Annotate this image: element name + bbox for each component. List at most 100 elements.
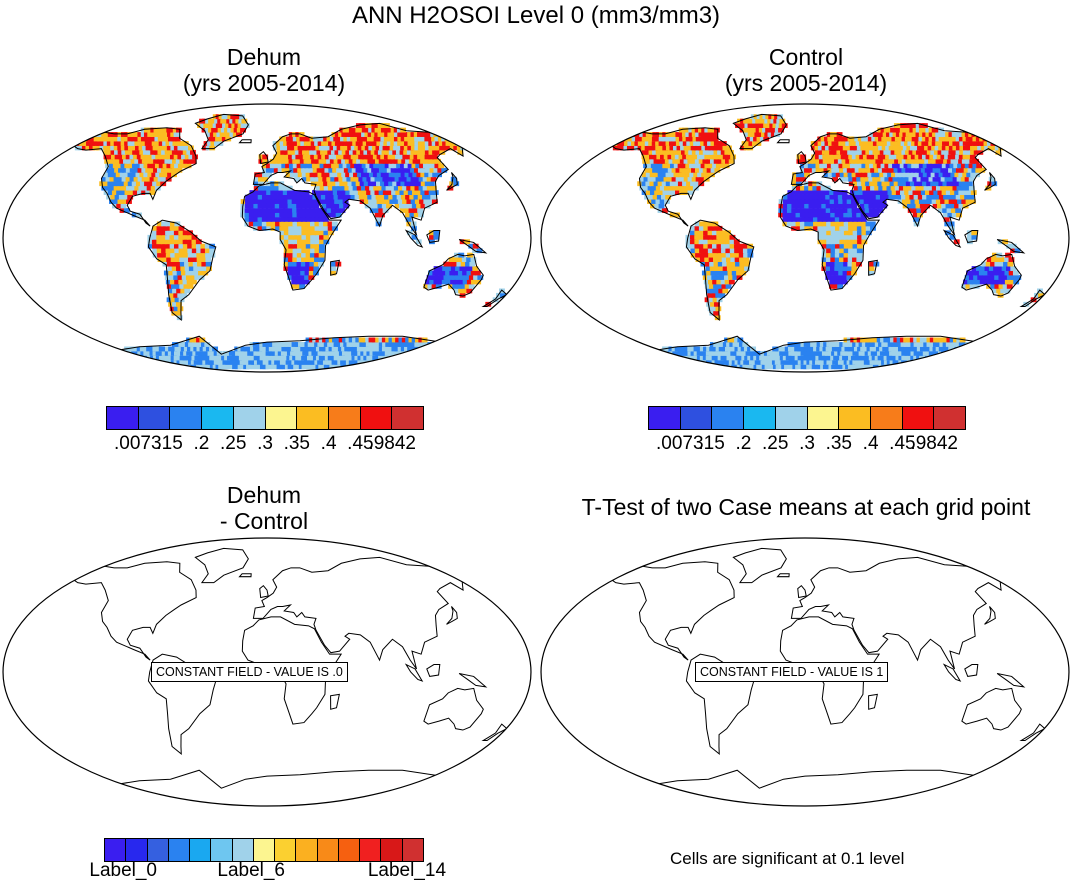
colorbar-control-swatch xyxy=(649,407,681,429)
colorbar-dehum-swatch xyxy=(297,407,329,429)
colorbar-control-swatch xyxy=(775,407,808,429)
colorbar-dehum-tick-label: .35 xyxy=(283,433,311,454)
coastline-sumatra xyxy=(404,229,424,248)
coastline-borneo xyxy=(964,664,979,677)
soil-moisture-cells xyxy=(610,114,1044,370)
colorbar-diff-swatch xyxy=(360,839,382,861)
coastline-iceland xyxy=(238,139,252,144)
colorbar-dehum-swatch xyxy=(233,407,266,429)
coastline-sumatra xyxy=(942,663,962,682)
panel-ttest-title: T-Test of two Case means at each grid po… xyxy=(581,494,1031,520)
coastline-australia xyxy=(961,687,1022,731)
map-border xyxy=(540,537,1070,807)
map-border xyxy=(2,103,532,373)
map-ttest xyxy=(540,537,1070,807)
coastline-greenland xyxy=(194,547,249,584)
coastline-britain xyxy=(797,150,807,165)
coastline-southAmerica xyxy=(685,219,755,322)
coastline-greenland xyxy=(732,113,787,150)
coastline-madagascar xyxy=(868,259,878,276)
colorbar-diff-swatch xyxy=(147,839,169,861)
colorbar-control-tick-label: .35 xyxy=(825,433,853,454)
map-content xyxy=(72,113,508,373)
colorbar-control-tick-label: .2 xyxy=(735,433,752,454)
coastline-japan xyxy=(446,172,458,191)
map-border xyxy=(540,103,1070,373)
colorbar-dehum-swatch xyxy=(107,407,139,429)
significance-note: Cells are significant at 0.1 level xyxy=(670,849,905,868)
panel-dehum-title: Dehum (yrs 2005-2014) xyxy=(105,44,423,96)
coastline-britain xyxy=(259,150,269,165)
coastline-antarctica xyxy=(72,769,462,807)
colorbar-control-swatch xyxy=(934,407,966,429)
colorbar-diff-swatch xyxy=(211,839,233,861)
panel-dehum-title-line1: Dehum xyxy=(226,44,302,70)
colorbar-control-tick-label: .9842 xyxy=(910,433,958,454)
coastline-greenland xyxy=(732,547,787,584)
colorbar-dehum-tick-label: .9842 xyxy=(368,433,416,454)
coastline-northAmerica xyxy=(72,561,197,661)
colorbar-control-swatch xyxy=(744,407,776,429)
coastline-borneo xyxy=(426,664,441,677)
coastline-sumatra xyxy=(404,663,424,682)
colorbar-diff-swatch xyxy=(190,839,212,861)
coastline-australia xyxy=(423,253,484,297)
coastline-africa xyxy=(779,182,881,291)
coastline-borneo xyxy=(426,230,441,243)
colorbar-dehum-tick-label: .15 xyxy=(156,433,183,454)
coastline-borneo xyxy=(964,230,979,243)
colorbar-diff-swatch xyxy=(232,839,254,861)
colorbar-control-tick-label: .3 xyxy=(799,433,815,454)
colorbar-dehum-tick-label: .0073 xyxy=(114,433,162,454)
colorbar-diff-swatch xyxy=(275,839,297,861)
colorbar-dehum-tick-label: .4 xyxy=(320,433,337,454)
colorbar-control xyxy=(648,406,966,430)
soil-moisture-cells xyxy=(72,114,506,370)
colorbar-diff-swatch xyxy=(296,839,318,861)
coastline-newGuinea xyxy=(458,673,488,688)
coastline-northAmerica xyxy=(72,127,197,227)
constant-field-note-diff: CONSTANT FIELD - VALUE IS .0 xyxy=(151,662,348,682)
colorbar-control-swatch xyxy=(807,407,840,429)
coastline-japan xyxy=(446,606,458,625)
map-border xyxy=(2,537,532,807)
coastline-madagascar xyxy=(330,259,340,276)
panel-control-title-line1: Control xyxy=(768,44,844,70)
coastline-japan xyxy=(984,172,996,191)
coastline-greenland xyxy=(194,113,249,150)
colorbar-dehum xyxy=(106,406,424,430)
colorbar-control-tick-label: .0073 xyxy=(656,433,704,454)
coastline-newGuinea xyxy=(996,239,1026,254)
coastline-eurasia xyxy=(790,556,1011,670)
map-control xyxy=(540,103,1070,373)
coastline-sumatra xyxy=(942,229,962,248)
colorbar-dehum-tick-label: .3 xyxy=(257,433,273,454)
coastline-australia xyxy=(423,687,484,731)
map-content xyxy=(610,113,1046,373)
coastline-britain xyxy=(797,584,807,599)
coastline-eurasia xyxy=(252,556,473,670)
colorbar-diff-tick-label: Label_6 xyxy=(217,860,285,881)
colorbar-dehum-swatch xyxy=(170,407,203,429)
coastline-japan xyxy=(984,606,996,625)
colorbar-diff-swatch xyxy=(253,839,276,861)
map-dehum xyxy=(2,103,532,373)
coastline-southAmerica xyxy=(147,219,217,322)
colorbar-dehum-swatch xyxy=(138,407,171,429)
panel-dehum-title-line2: (yrs 2005-2014) xyxy=(182,70,346,96)
coastlines xyxy=(72,113,508,373)
colorbar-control-tick-label: .4 xyxy=(862,433,879,454)
coastline-iceland xyxy=(776,139,790,144)
panel-control-title: Control (yrs 2005-2014) xyxy=(647,44,965,96)
colorbar-diff-swatch xyxy=(126,839,148,861)
colorbar-control-swatch xyxy=(839,407,871,429)
coastline-australia xyxy=(961,253,1022,297)
coastline-madagascar xyxy=(868,693,878,710)
coastline-madagascar xyxy=(330,693,340,710)
colorbar-diff-swatch xyxy=(402,839,423,861)
colorbar-diff-tick-label: Label_14 xyxy=(367,860,447,881)
colorbar-control-swatch xyxy=(902,407,935,429)
coastline-northAmerica xyxy=(610,561,735,661)
colorbar-control-swatch xyxy=(712,407,745,429)
colorbar-dehum-swatch xyxy=(202,407,234,429)
